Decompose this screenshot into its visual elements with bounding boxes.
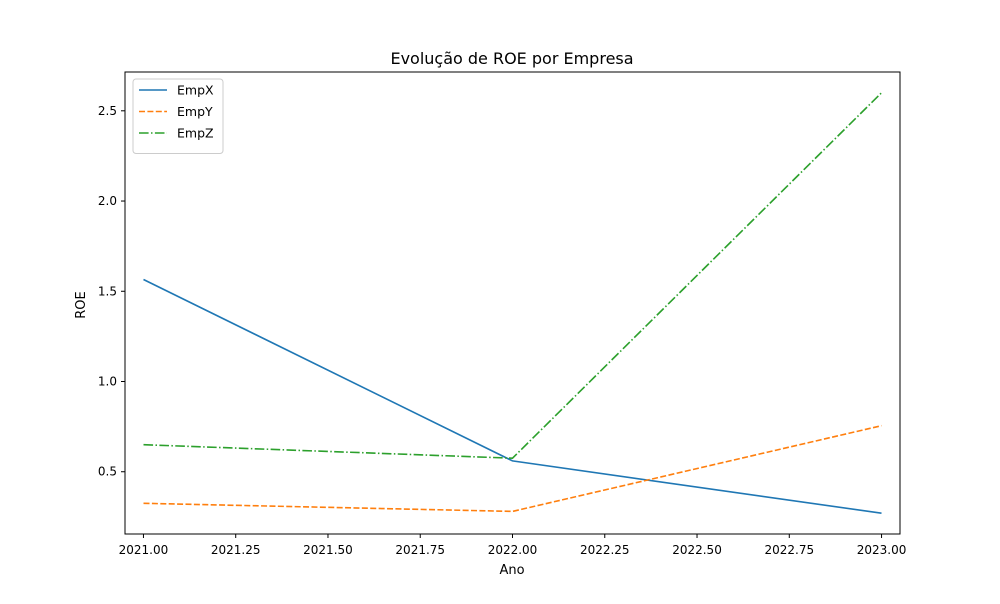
legend-label-empx: EmpX <box>177 83 214 98</box>
x-tick-label: 2022.25 <box>580 543 630 557</box>
x-tick-label: 2021.00 <box>119 543 169 557</box>
x-tick-label: 2022.75 <box>764 543 814 557</box>
y-tick-label: 1.5 <box>98 284 117 298</box>
x-tick-label: 2021.25 <box>211 543 261 557</box>
x-tick-label: 2022.00 <box>488 543 538 557</box>
series-line-empx <box>143 278 882 514</box>
x-tick-label: 2021.75 <box>395 543 445 557</box>
legend-box <box>132 78 224 154</box>
plot-frame <box>124 71 901 535</box>
y-tick-label: 1.0 <box>98 375 117 389</box>
x-axis-label: Ano <box>499 563 524 578</box>
legend-label-empy: EmpY <box>177 104 213 119</box>
y-axis-label: ROE <box>74 291 89 318</box>
y-tick-label: 2.0 <box>98 194 117 208</box>
series-line-empy <box>143 424 882 513</box>
plot-area: 2021.00 2021.25 2021.50 2021.75 2022.00 2022.… <box>98 71 907 557</box>
chart-title: Evolução de ROE por Empresa <box>390 49 633 68</box>
y-tick-label: 2.5 <box>98 104 117 118</box>
legend-label-empz: EmpZ <box>177 126 214 141</box>
y-tick-label: 0.5 <box>98 465 117 479</box>
x-tick-label: 2023.00 <box>857 543 907 557</box>
x-tick-label: 2021.50 <box>303 543 353 557</box>
series-line-empz <box>143 92 883 460</box>
x-tick-label: 2022.50 <box>672 543 722 557</box>
